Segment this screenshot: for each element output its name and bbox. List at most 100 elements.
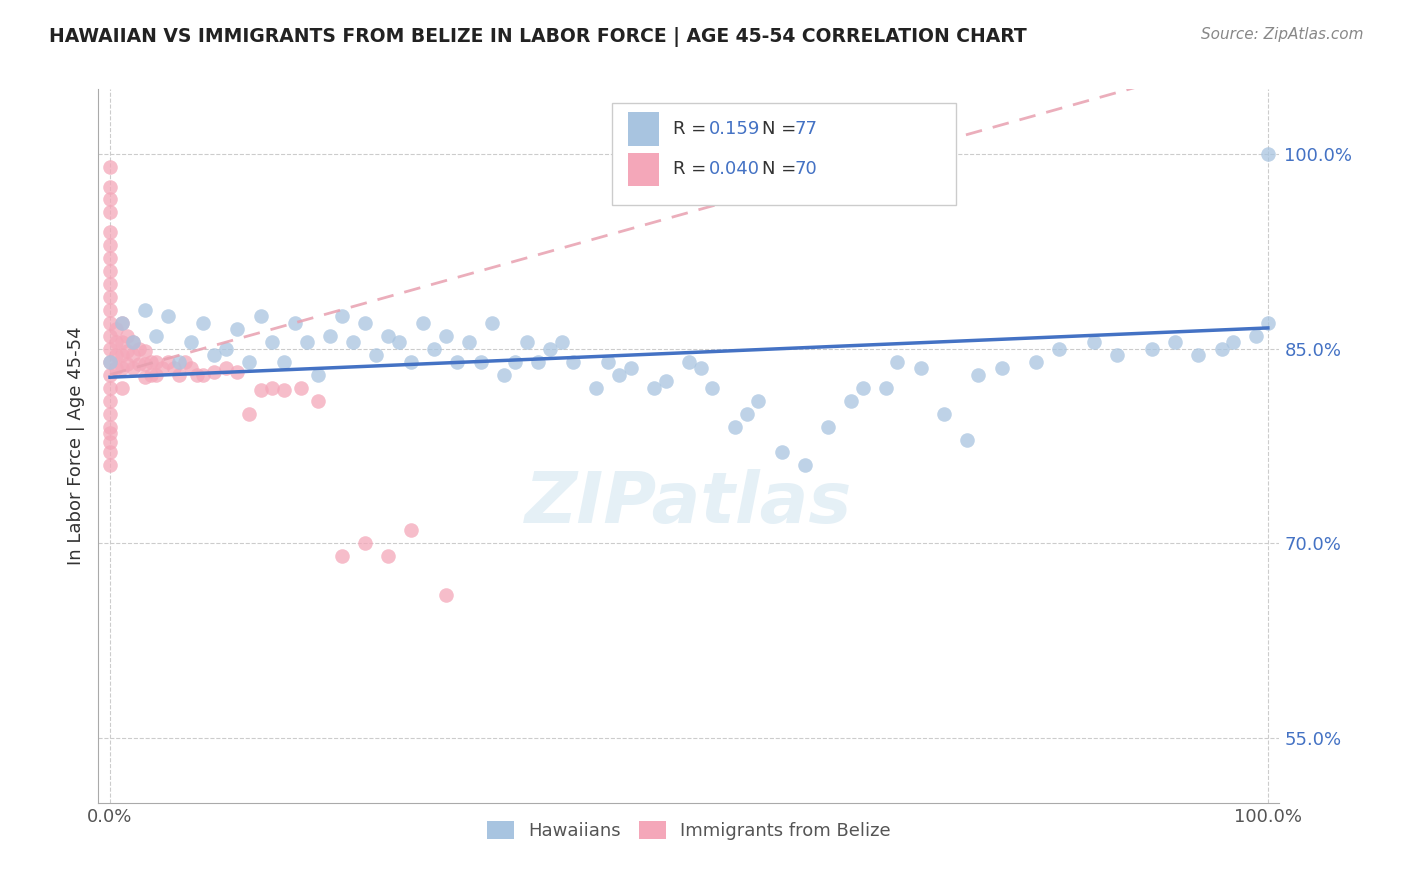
Text: R =: R = [673, 161, 713, 178]
Legend: Hawaiians, Immigrants from Belize: Hawaiians, Immigrants from Belize [479, 814, 898, 847]
Point [319, 328, 342, 343]
Point [990, 361, 1012, 376]
Point [180, 361, 202, 376]
Point [503, 354, 526, 368]
Point [481, 316, 503, 330]
Point [238, 407, 260, 421]
Point [290, 381, 312, 395]
Point [770, 445, 793, 459]
Point [98, 458, 121, 473]
Point [330, 549, 353, 564]
Point [180, 335, 202, 350]
Point [145, 328, 167, 343]
Point [1211, 342, 1233, 356]
Point [215, 342, 238, 356]
Point [399, 354, 422, 368]
Point [98, 407, 121, 421]
Point [98, 425, 121, 440]
Point [527, 354, 550, 368]
Y-axis label: In Labor Force | Age 45-54: In Labor Force | Age 45-54 [66, 326, 84, 566]
Point [458, 335, 481, 350]
Point [98, 342, 121, 356]
Point [516, 335, 538, 350]
Point [139, 354, 162, 368]
Point [163, 361, 186, 376]
Point [110, 381, 132, 395]
Point [700, 381, 723, 395]
Point [1140, 342, 1163, 356]
Point [98, 381, 121, 395]
Point [98, 328, 121, 343]
Point [366, 348, 388, 362]
Point [98, 302, 121, 317]
Point [1187, 348, 1209, 362]
Point [122, 361, 145, 376]
Point [273, 354, 295, 368]
Point [174, 354, 197, 368]
Point [678, 354, 700, 368]
Point [724, 419, 747, 434]
Point [249, 310, 271, 324]
Point [1257, 316, 1279, 330]
Point [689, 361, 711, 376]
Point [128, 342, 150, 356]
Point [886, 354, 908, 368]
Point [104, 335, 127, 350]
Point [585, 381, 607, 395]
Point [122, 348, 145, 362]
Point [134, 357, 156, 371]
Point [1222, 335, 1244, 350]
Point [117, 328, 139, 343]
Point [839, 393, 862, 408]
Point [98, 445, 121, 459]
Point [956, 433, 979, 447]
Point [249, 383, 271, 397]
Point [122, 335, 145, 350]
Point [226, 365, 249, 379]
Point [98, 354, 121, 368]
Point [156, 310, 179, 324]
Text: 70: 70 [794, 161, 817, 178]
Point [169, 368, 191, 382]
Point [295, 335, 318, 350]
Point [538, 342, 561, 356]
Point [110, 316, 132, 330]
Point [134, 370, 156, 384]
Text: 0.159: 0.159 [709, 120, 761, 138]
Point [423, 342, 446, 356]
Point [202, 365, 225, 379]
Point [98, 393, 121, 408]
Point [330, 310, 353, 324]
Point [262, 335, 284, 350]
Point [104, 322, 127, 336]
Point [191, 316, 214, 330]
Point [399, 524, 422, 538]
Point [1025, 354, 1047, 368]
Point [1107, 348, 1129, 362]
Point [98, 264, 121, 278]
Point [262, 381, 284, 395]
Point [156, 354, 179, 368]
Point [793, 458, 815, 473]
Point [134, 344, 156, 359]
Point [98, 160, 121, 174]
Point [1257, 147, 1279, 161]
Point [910, 361, 932, 376]
Point [412, 316, 434, 330]
Point [1246, 328, 1268, 343]
Point [128, 357, 150, 371]
Point [446, 354, 468, 368]
Point [492, 368, 515, 382]
Text: N =: N = [762, 161, 801, 178]
Point [110, 335, 132, 350]
Point [98, 419, 121, 434]
Point [342, 335, 364, 350]
Point [1049, 342, 1071, 356]
Point [98, 179, 121, 194]
Point [98, 368, 121, 382]
Point [377, 549, 399, 564]
Point [747, 393, 769, 408]
Point [620, 361, 643, 376]
Text: R =: R = [673, 120, 713, 138]
Point [191, 368, 214, 382]
